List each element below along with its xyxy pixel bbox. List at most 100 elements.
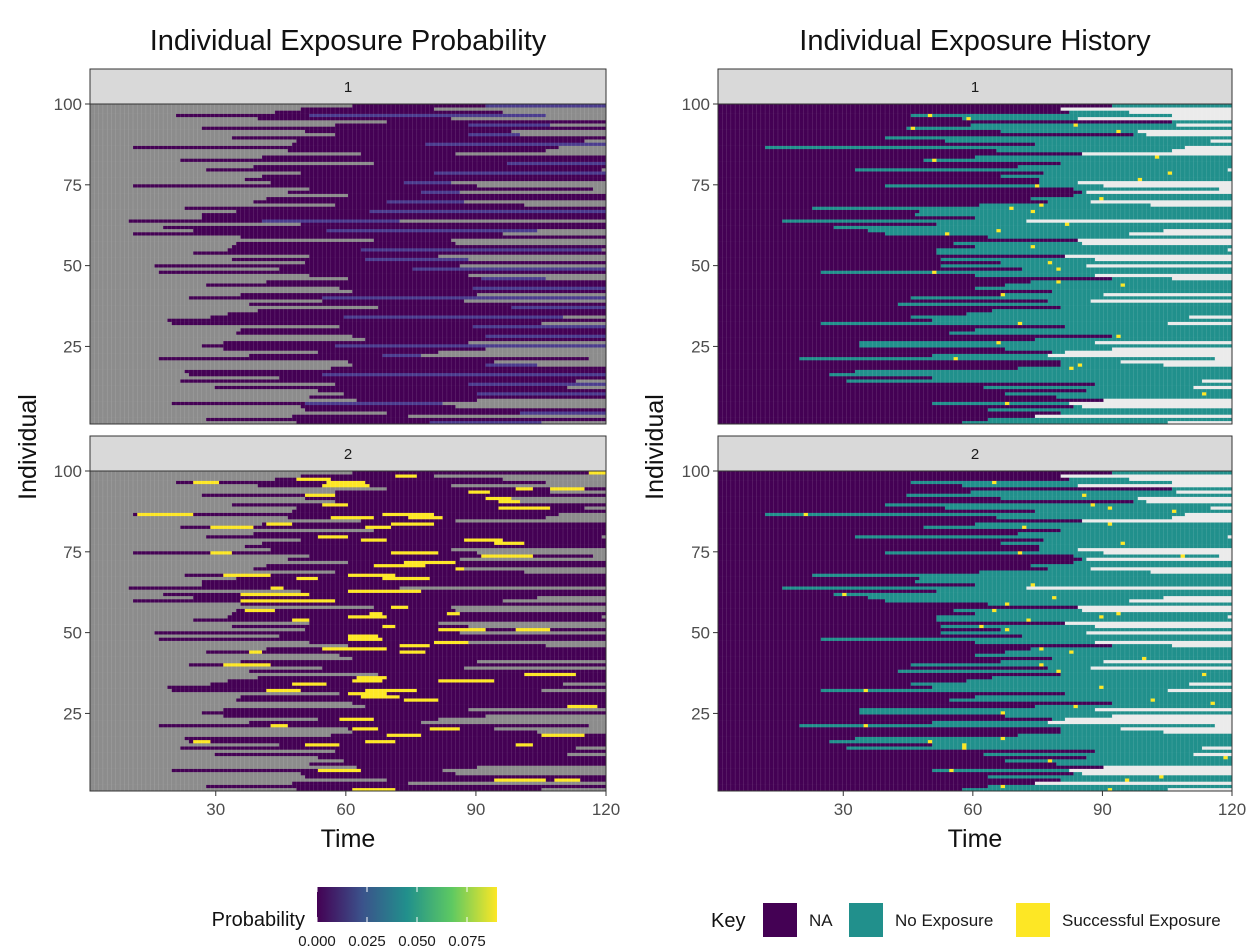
heatmap-cell-run [1120, 129, 1139, 134]
heatmap-cell-run [932, 401, 1006, 406]
heatmap-cell-run [262, 174, 607, 178]
heatmap-cell-run [1052, 289, 1233, 294]
heatmap-cell-run [438, 679, 495, 683]
panel-2-strip-label: 2 [344, 446, 352, 463]
heatmap-cell-run [1094, 707, 1233, 712]
heatmap-cell-run [953, 768, 1070, 773]
heatmap-cell-run [718, 490, 972, 494]
heatmap-cell-run [541, 420, 607, 425]
heatmap-cell-run [231, 611, 370, 616]
heatmap-cell-run [477, 659, 607, 664]
heatmap-cell-run [718, 193, 1074, 198]
heatmap-cell-run [365, 739, 396, 744]
heatmap-cell-run [451, 180, 607, 185]
heatmap-cell-run [1000, 340, 1096, 345]
heatmap-cell-run [885, 136, 1233, 140]
heatmap-cell-run [718, 771, 1074, 776]
heatmap-cell-run [975, 611, 1117, 616]
heatmap-cell-run [502, 477, 607, 481]
heatmap-cell-run [403, 180, 452, 185]
heatmap-cell-run [477, 292, 607, 297]
heatmap-cell-run [90, 573, 185, 577]
heatmap-cell-run [352, 787, 396, 792]
heatmap-cell-run [1077, 704, 1233, 709]
heatmap-cell-run [1094, 624, 1233, 629]
heatmap-cell-run [348, 560, 405, 565]
heatmap-cell-run [223, 663, 271, 667]
heatmap-cell-run [90, 544, 246, 549]
heatmap-cell-run [718, 337, 1036, 342]
heatmap-cell-run [1000, 659, 1104, 664]
heatmap-cell-run [537, 730, 607, 734]
heatmap-cells-left-1 [89, 104, 607, 425]
heatmap-cell-run [1052, 759, 1233, 763]
heatmap-cell-run [718, 538, 1044, 542]
heatmap-cell-run [1214, 356, 1233, 361]
heatmap-cell-run [305, 775, 607, 779]
heatmap-cell-run [90, 113, 177, 118]
heatmap-cell-run [1142, 656, 1147, 661]
heatmap-cell-run [90, 595, 194, 600]
heatmap-cell-run [718, 219, 783, 223]
heatmap-cell-run [240, 592, 310, 597]
heatmap-cell-run [1030, 618, 1233, 622]
heatmap-cell-run [1064, 621, 1233, 625]
heatmap-cell-run [996, 480, 1173, 485]
heatmap-cell-run [438, 717, 607, 721]
heatmap-cell-run [1202, 392, 1207, 396]
heatmap-cell-run [369, 483, 452, 488]
heatmap-cell-run [1103, 398, 1233, 402]
heatmap-cell-run [90, 739, 190, 744]
heatmap-cell-run [382, 637, 607, 641]
heatmap-cell-run [429, 643, 547, 648]
heatmap-cell-run [718, 299, 1049, 303]
heatmap-cell-run [369, 209, 607, 214]
heatmap-cell-run [1184, 145, 1233, 150]
heatmap-cell-run [1193, 385, 1233, 390]
heatmap-cell-run [718, 704, 1036, 709]
heatmap-cell-run [962, 787, 1109, 792]
heatmap-cell-run [718, 695, 976, 699]
heatmap-cell-run [210, 739, 366, 744]
heatmap-cell-run [855, 535, 1229, 539]
heatmap-cell-run [919, 209, 1031, 214]
heatmap-cell-run [1052, 260, 1233, 265]
heatmap-cell-run [365, 337, 607, 342]
heatmap-cell-run [90, 212, 203, 217]
heatmap-cell-run [502, 110, 607, 114]
heatmap-cell-run [563, 315, 607, 319]
heatmap-cell-run [515, 743, 534, 747]
heatmap-cell-run [1219, 554, 1233, 558]
heatmap-cell-run [558, 512, 607, 517]
heatmap-cell-run [365, 480, 547, 485]
heatmap-cell-run [193, 480, 220, 485]
heatmap-cell-run [498, 506, 551, 510]
heatmap-cell-run [932, 113, 1173, 118]
heatmap-cell-run [718, 679, 967, 683]
heatmap-cell-run [718, 675, 993, 680]
heatmap-cell-run [1060, 363, 1079, 367]
heatmap-cell-run [765, 512, 804, 517]
heatmap-cell-run [90, 232, 134, 236]
heatmap-cell-run [1094, 503, 1233, 507]
heatmap-cell-run [1176, 123, 1233, 127]
heatmap-cell-run [1064, 222, 1070, 226]
heatmap-cell-run [339, 717, 375, 721]
heatmap-cell-run [718, 113, 912, 118]
heatmap-cell-run [309, 273, 469, 278]
x-tick-label: 120 [592, 800, 620, 819]
heatmap-cell-run [305, 496, 486, 501]
heatmap-cell-run [90, 203, 336, 207]
heatmap-cell-run [718, 280, 1031, 284]
heatmap-cell-run [1082, 363, 1164, 367]
heatmap-cell-run [1064, 324, 1233, 329]
heatmap-cell-run [206, 417, 607, 422]
heatmap-cell-run [455, 567, 465, 571]
heatmap-cell-run [489, 490, 551, 494]
heatmap-cell-run [718, 225, 834, 230]
heatmap-cell-run [1039, 544, 1233, 549]
heatmap-cell-run [718, 605, 1079, 609]
heatmap-cell-run [1039, 203, 1044, 207]
heatmap-cell-run [718, 685, 933, 689]
heatmap-cell-run [206, 650, 250, 654]
